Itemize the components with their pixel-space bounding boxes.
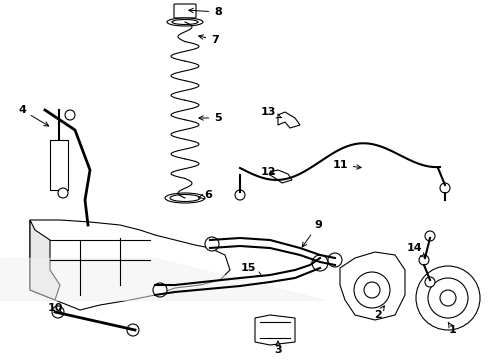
Circle shape bbox=[364, 282, 380, 298]
Circle shape bbox=[425, 231, 435, 241]
Circle shape bbox=[416, 266, 480, 330]
Text: 15: 15 bbox=[240, 263, 262, 276]
Text: 4: 4 bbox=[18, 105, 49, 126]
Circle shape bbox=[328, 253, 342, 267]
Circle shape bbox=[205, 237, 219, 251]
Circle shape bbox=[428, 278, 468, 318]
Circle shape bbox=[65, 110, 75, 120]
Ellipse shape bbox=[167, 18, 203, 26]
FancyBboxPatch shape bbox=[174, 4, 196, 18]
Text: 13: 13 bbox=[260, 107, 281, 118]
Circle shape bbox=[153, 283, 167, 297]
Circle shape bbox=[127, 324, 139, 336]
Circle shape bbox=[419, 255, 429, 265]
Text: 12: 12 bbox=[260, 167, 276, 177]
Text: 2: 2 bbox=[374, 306, 384, 320]
Text: 7: 7 bbox=[199, 35, 219, 45]
Text: 11: 11 bbox=[332, 160, 361, 170]
Text: 1: 1 bbox=[448, 322, 457, 335]
Circle shape bbox=[52, 306, 64, 318]
Text: 6: 6 bbox=[198, 190, 212, 200]
Circle shape bbox=[354, 272, 390, 308]
FancyBboxPatch shape bbox=[50, 140, 68, 190]
Circle shape bbox=[235, 190, 245, 200]
Polygon shape bbox=[340, 252, 405, 320]
Circle shape bbox=[440, 290, 456, 306]
Polygon shape bbox=[30, 220, 60, 300]
Text: 3: 3 bbox=[274, 341, 282, 355]
Circle shape bbox=[58, 188, 68, 198]
Circle shape bbox=[312, 255, 328, 271]
Circle shape bbox=[440, 183, 450, 193]
Circle shape bbox=[425, 277, 435, 287]
Polygon shape bbox=[30, 220, 230, 310]
Text: 8: 8 bbox=[189, 7, 222, 17]
Text: 9: 9 bbox=[302, 220, 322, 247]
Text: 14: 14 bbox=[407, 243, 425, 258]
Text: 10: 10 bbox=[48, 303, 63, 313]
Polygon shape bbox=[255, 315, 295, 345]
Polygon shape bbox=[270, 170, 292, 183]
Ellipse shape bbox=[172, 19, 198, 24]
Ellipse shape bbox=[165, 193, 205, 203]
Ellipse shape bbox=[170, 194, 200, 202]
Polygon shape bbox=[278, 112, 300, 128]
Text: 5: 5 bbox=[199, 113, 222, 123]
